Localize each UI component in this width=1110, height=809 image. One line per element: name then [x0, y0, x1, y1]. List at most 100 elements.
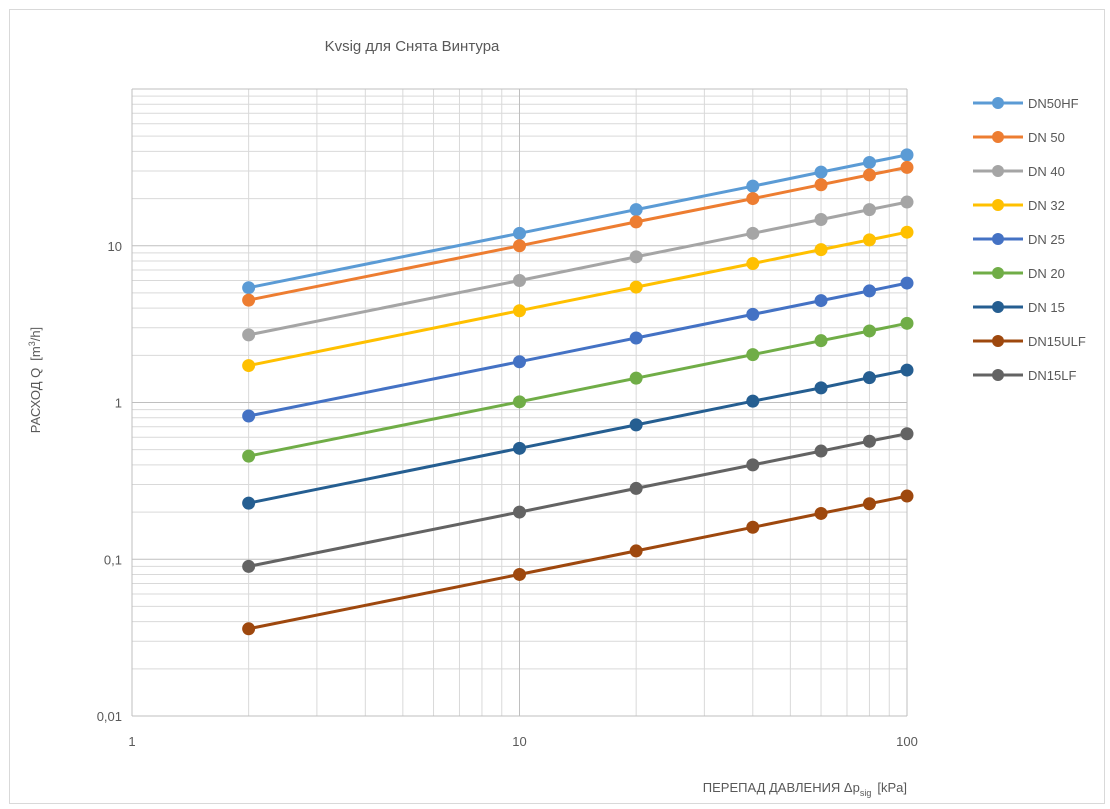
data-point: [900, 195, 914, 209]
x-axis-label-unit: [kPa]: [877, 780, 907, 795]
data-point: [814, 334, 828, 348]
data-point: [814, 381, 828, 395]
legend-label: DN 25: [1028, 232, 1065, 247]
data-point: [900, 276, 914, 290]
data-point: [900, 316, 914, 330]
data-point: [814, 444, 828, 458]
data-point: [746, 226, 760, 240]
data-point: [242, 409, 256, 423]
data-point: [862, 155, 876, 169]
series-line: [248, 281, 908, 418]
x-tick-label: 1: [128, 734, 135, 749]
series-line: [248, 494, 908, 631]
legend-marker: [992, 131, 1004, 143]
data-point: [242, 293, 256, 307]
legend-marker: [992, 267, 1004, 279]
legend: DN50HF DN 50 DN 40 DN 32 DN 25 DN 20 DN 15 DN15…: [973, 96, 1086, 383]
data-point: [629, 481, 643, 495]
data-point: [862, 434, 876, 448]
data-point: [242, 496, 256, 510]
legend-marker: [992, 165, 1004, 177]
data-point: [862, 168, 876, 182]
data-point: [900, 160, 914, 174]
legend-marker: [992, 233, 1004, 245]
data-point: [862, 497, 876, 511]
chart-svg: Kvsig для Снята Винтура 1 10 100 0,01 0,1 1 10…: [27, 38, 1086, 798]
legend-marker: [992, 97, 1004, 109]
y-axis-label: РАСХОД Q [m3/h]: [27, 327, 43, 433]
data-point: [814, 506, 828, 520]
legend-label: DN 40: [1028, 164, 1065, 179]
legend-label: DN15LF: [1028, 368, 1076, 383]
data-point: [242, 559, 256, 573]
y-axis-label-unit-sup: 3: [27, 341, 37, 346]
data-point: [746, 192, 760, 206]
data-point: [900, 489, 914, 503]
data-point: [746, 394, 760, 408]
data-point: [242, 328, 256, 342]
data-point: [242, 359, 256, 373]
data-point: [242, 449, 256, 463]
y-tick-label: 10: [108, 239, 122, 254]
legend-label: DN 50: [1028, 130, 1065, 145]
data-point: [513, 395, 526, 409]
data-point: [629, 215, 643, 229]
y-axis-label-main: РАСХОД Q: [28, 368, 43, 433]
data-point: [814, 165, 828, 179]
data-point: [746, 520, 760, 534]
data-point: [629, 280, 643, 294]
data-point: [513, 274, 526, 288]
data-point: [629, 371, 643, 385]
data-point: [629, 250, 643, 264]
data-point: [513, 239, 526, 253]
data-point: [746, 179, 760, 193]
legend-marker: [992, 301, 1004, 313]
y-tick-label: 0,01: [97, 709, 122, 724]
chart-title: Kvsig для Снята Винтура: [325, 38, 500, 55]
y-tick-label: 1: [115, 396, 122, 411]
data-point: [814, 178, 828, 192]
data-point: [862, 233, 876, 247]
tick-labels: 1 10 100 0,01 0,1 1 10: [97, 239, 918, 749]
plot-lines: [248, 153, 908, 631]
data-point: [862, 371, 876, 385]
data-point: [900, 148, 914, 162]
legend-marker: [992, 369, 1004, 381]
x-axis-label-sub: sig: [860, 788, 872, 798]
data-point: [629, 418, 643, 432]
data-point: [746, 307, 760, 321]
legend-label: DN 15: [1028, 300, 1065, 315]
data-point: [900, 427, 914, 441]
data-point: [242, 622, 256, 636]
data-point: [814, 243, 828, 257]
data-point: [513, 355, 526, 369]
x-axis-label-main: ПЕРЕПАД ДАВЛЕНИЯ Δp: [703, 780, 860, 795]
legend-marker: [992, 199, 1004, 211]
data-point: [746, 257, 760, 271]
data-point: [629, 544, 643, 558]
data-point: [746, 348, 760, 362]
data-point: [513, 226, 526, 240]
chart-area: Kvsig для Снята Винтура 1 10 100 0,01 0,1 1 10…: [9, 9, 1105, 804]
y-axis-label-unit-post: /h]: [28, 327, 43, 341]
data-point: [900, 363, 914, 377]
series-line: [248, 432, 908, 568]
data-point: [862, 284, 876, 298]
legend-label: DN50HF: [1028, 96, 1079, 111]
data-point: [862, 203, 876, 217]
data-point: [629, 203, 643, 217]
x-axis-label: ПЕРЕПАД ДАВЛЕНИЯ Δpsig [kPa]: [703, 780, 907, 798]
legend-label: DN 20: [1028, 266, 1065, 281]
plot-points: [242, 148, 914, 636]
data-point: [242, 281, 256, 295]
data-point: [814, 294, 828, 308]
data-point: [862, 324, 876, 338]
legend-marker: [992, 335, 1004, 347]
data-point: [814, 213, 828, 227]
data-point: [629, 331, 643, 345]
series-line: [248, 230, 908, 368]
data-point: [513, 304, 526, 318]
data-point: [900, 225, 914, 239]
x-tick-label: 100: [896, 734, 918, 749]
legend-label: DN15ULF: [1028, 334, 1086, 349]
